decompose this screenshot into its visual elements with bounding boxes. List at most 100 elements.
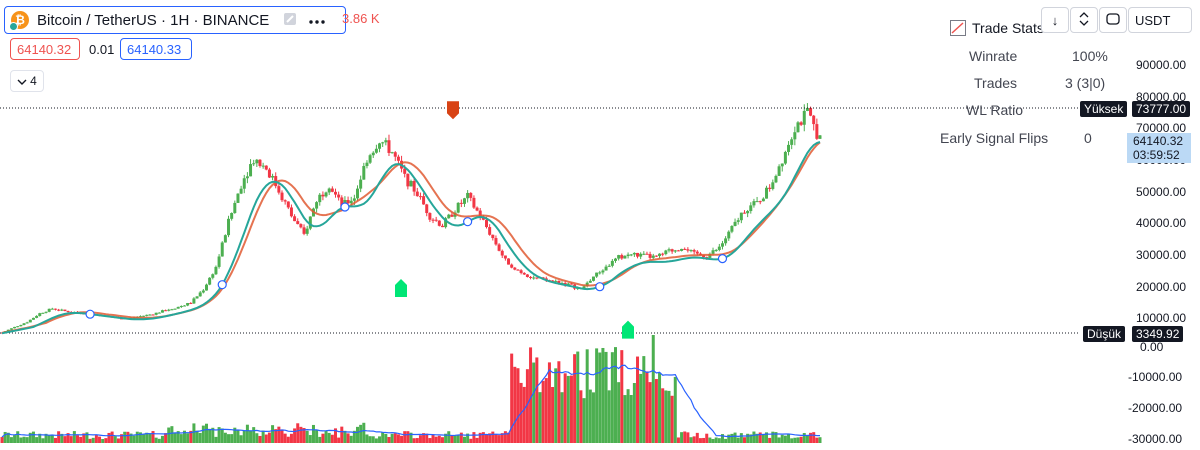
volume-bar	[196, 431, 199, 443]
candle-body	[743, 213, 746, 214]
candle-body	[655, 256, 658, 257]
candle-body	[375, 149, 378, 153]
volume-bar	[290, 434, 293, 443]
candle-body	[718, 247, 721, 250]
volume-bar	[516, 368, 519, 443]
volume-bar	[576, 352, 579, 443]
candle-body	[633, 253, 636, 254]
indicators-toggle-button[interactable]: 4	[10, 70, 44, 92]
candle-body	[23, 323, 26, 325]
candle-body	[384, 140, 387, 142]
maximize-icon	[1106, 13, 1120, 28]
volume-bar	[498, 435, 501, 443]
volume-bar	[705, 434, 708, 443]
currency-select[interactable]: USDT	[1128, 7, 1192, 33]
candle-body	[258, 160, 261, 166]
spread-value: 0.01	[89, 42, 114, 57]
volume-bar	[391, 434, 394, 443]
candle-body	[321, 195, 324, 197]
buy-price-button[interactable]: 64140.33	[120, 38, 192, 60]
candle-body	[142, 316, 145, 317]
volume-bar	[262, 431, 265, 443]
volume-bar	[325, 431, 328, 443]
price-tick-label: 20000.00	[1136, 280, 1186, 294]
candle-body	[391, 152, 394, 153]
volume-bar	[768, 438, 771, 443]
volume-bar	[271, 425, 274, 443]
bookmark-icon[interactable]	[283, 12, 297, 29]
volume-bar	[542, 381, 545, 443]
candle-body	[790, 139, 793, 145]
high-value-tag: 73777.00	[1132, 101, 1190, 117]
volume-bar	[293, 428, 296, 443]
volume-bar	[790, 438, 793, 443]
candle-body	[26, 322, 29, 323]
candle-body	[287, 202, 290, 208]
volume-bar	[315, 430, 318, 443]
candle-body	[526, 274, 529, 276]
candle-body	[281, 193, 284, 201]
countdown-value: 03:59:52	[1133, 148, 1191, 162]
candle-body	[812, 116, 815, 124]
volume-bar	[155, 438, 158, 443]
sell-price-button[interactable]: 64140.32	[10, 38, 80, 60]
indicator-count: 4	[30, 74, 37, 88]
candle-body	[293, 216, 296, 221]
candle-body	[724, 238, 727, 243]
candle-body	[749, 205, 752, 211]
crossover-circle	[86, 310, 94, 318]
volume-bar	[419, 435, 422, 443]
volume-bar	[227, 434, 230, 443]
volume-bar	[104, 438, 107, 443]
symbol-legend[interactable]: ₿ Bitcoin / TetherUS · 1H · BINANCE	[4, 6, 346, 34]
candle-body	[10, 328, 13, 329]
collapse-panel-button[interactable]	[1070, 7, 1098, 33]
volume-bar	[806, 435, 809, 443]
volume-bar	[384, 434, 387, 443]
candle-body	[394, 152, 397, 156]
stat-wl-ratio-label: WL Ratio	[966, 102, 1023, 118]
volume-bar	[372, 436, 375, 443]
candle-body	[211, 274, 214, 278]
candlestick-series	[1, 103, 822, 333]
volume-bar	[95, 435, 98, 443]
candle-body	[683, 249, 686, 250]
volume-bar	[57, 431, 60, 443]
candle-body	[54, 309, 57, 310]
volume-bar	[394, 433, 397, 443]
crossover-circle	[596, 283, 604, 291]
candle-body	[155, 313, 158, 315]
volume-bar	[485, 434, 488, 443]
candle-body	[158, 313, 161, 314]
volume-bar	[192, 423, 195, 443]
maximize-button[interactable]	[1099, 7, 1127, 33]
candle-body	[290, 207, 293, 216]
volume-bar	[734, 433, 737, 443]
volume-bar	[630, 395, 633, 443]
price-tick-label: 90000.00	[1136, 58, 1186, 72]
arrow-down-button[interactable]: ↓	[1041, 7, 1069, 33]
candle-body	[38, 313, 41, 316]
volume-bar	[699, 438, 702, 443]
volume-bar	[715, 437, 718, 443]
volume-bar	[89, 439, 92, 443]
candle-body	[230, 213, 233, 219]
volume-bar	[570, 376, 573, 443]
more-options-icon[interactable]	[309, 13, 325, 28]
candle-body	[737, 220, 740, 222]
volume-bar	[752, 432, 755, 443]
candle-body	[161, 310, 164, 312]
candle-body	[765, 188, 768, 199]
candle-body	[803, 111, 806, 125]
candle-body	[372, 153, 375, 155]
signal-markers	[86, 101, 726, 338]
candle-body	[762, 199, 765, 202]
candle-body	[13, 327, 16, 328]
candle-body	[152, 315, 155, 316]
last-price-value: 64140.32	[1133, 134, 1191, 148]
candle-body	[183, 306, 186, 307]
trade-stats-title: Trade Stats	[972, 20, 1044, 36]
volume-bar	[246, 425, 249, 443]
volume-bar	[535, 357, 538, 443]
